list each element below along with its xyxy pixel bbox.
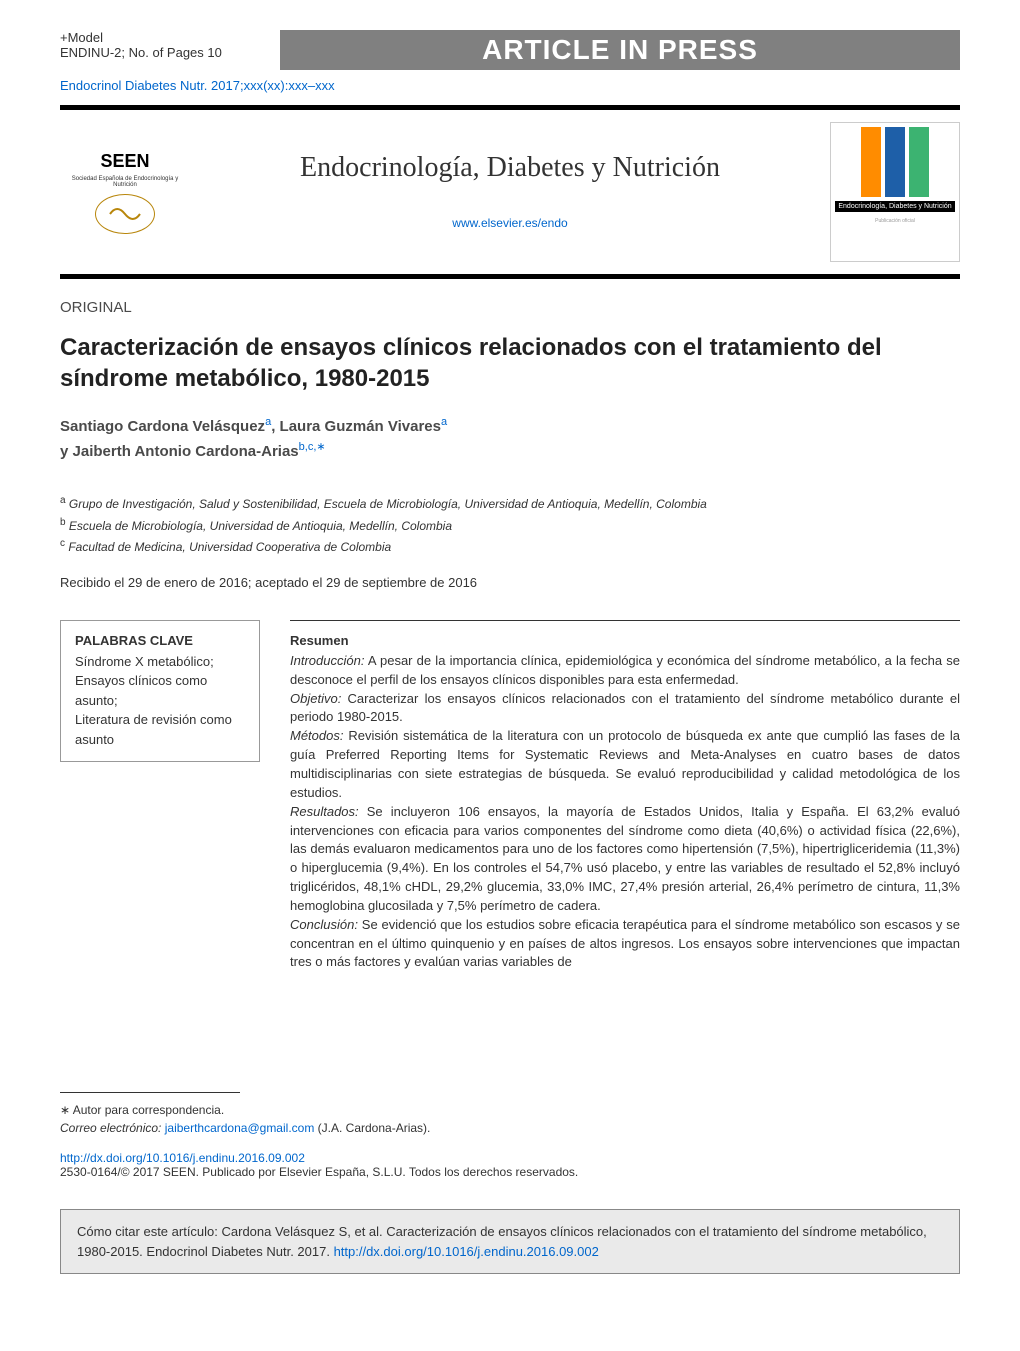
- footer-notes: ∗ Autor para correspondencia. Correo ele…: [60, 1101, 960, 1137]
- citation-pages: :xxx–xxx: [285, 78, 335, 93]
- abstract-intro-label: Introducción:: [290, 653, 364, 668]
- model-info: +Model ENDINU-2; No. of Pages 10: [60, 30, 260, 60]
- edn-bar-1: [861, 127, 881, 197]
- corresponding-email-line: Correo electrónico: jaiberthcardona@gmai…: [60, 1119, 960, 1137]
- journal-url-link[interactable]: www.elsevier.es/endo: [452, 216, 567, 230]
- abstract-obj-text: Caracterizar los ensayos clínicos relaci…: [290, 691, 960, 725]
- seen-subtitle: Sociedad Española de Endocrinología y Nu…: [60, 176, 190, 188]
- abstract-met-label: Métodos:: [290, 728, 343, 743]
- abstract-text: Introducción: A pesar de la importancia …: [290, 652, 960, 972]
- edn-cover-label: Endocrinología, Diabetes y Nutrición: [835, 201, 955, 212]
- abstract-container: PALABRAS CLAVE Síndrome X metabólico; En…: [60, 620, 960, 972]
- abstract-content: Resumen Introducción: A pesar de la impo…: [290, 620, 960, 972]
- seen-logo-text: SEEN: [100, 151, 149, 172]
- abstract-met-text: Revisión sistemática de la literatura co…: [290, 728, 960, 800]
- edn-cover-meta: Publicación oficial: [875, 218, 915, 224]
- abstract-obj-label: Objetivo:: [290, 691, 341, 706]
- citation-box: Cómo citar este artículo: Cardona Velásq…: [60, 1209, 960, 1274]
- keywords-title: PALABRAS CLAVE: [75, 633, 245, 648]
- author-3-affil: b,c,∗: [299, 441, 326, 453]
- affiliation-a-text: Grupo de Investigación, Salud y Sostenib…: [69, 497, 707, 511]
- affiliation-c-text: Facultad de Medicina, Universidad Cooper…: [68, 540, 391, 554]
- press-banner: ARTICLE IN PRESS: [280, 30, 960, 70]
- affiliations-block: a Grupo de Investigación, Salud y Sosten…: [60, 493, 960, 557]
- abstract-title: Resumen: [290, 633, 960, 648]
- author-1: Santiago Cardona Velásquez: [60, 418, 265, 435]
- author-line2-pre: y: [60, 443, 73, 460]
- email-label: Correo electrónico:: [60, 1121, 161, 1135]
- abstract-res-text: Se incluyeron 106 ensayos, la mayoría de…: [290, 804, 960, 913]
- article-title: Caracterización de ensayos clínicos rela…: [60, 332, 960, 394]
- affiliation-a: a Grupo de Investigación, Salud y Sosten…: [60, 493, 960, 514]
- edn-bar-2: [885, 127, 905, 197]
- model-line1: +Model: [60, 30, 260, 45]
- section-label: ORIGINAL: [60, 299, 960, 316]
- journal-header: SEEN Sociedad Española de Endocrinología…: [60, 105, 960, 279]
- author-3: Jaiberth Antonio Cardona-Arias: [73, 443, 299, 460]
- journal-title: Endocrinología, Diabetes y Nutrición: [190, 152, 830, 184]
- sed-logo-icon: [95, 194, 155, 234]
- journal-title-block: Endocrinología, Diabetes y Nutrición www…: [190, 152, 830, 232]
- article-dates: Recibido el 29 de enero de 2016; aceptad…: [60, 575, 960, 590]
- keywords-list: Síndrome X metabólico; Ensayos clínicos …: [75, 652, 245, 750]
- citation-top[interactable]: Endocrinol Diabetes Nutr. 2017;xxx(xx):x…: [60, 78, 960, 93]
- top-header: +Model ENDINU-2; No. of Pages 10 ARTICLE…: [60, 30, 960, 70]
- corresponding-author-label: ∗ Autor para correspondencia.: [60, 1101, 960, 1119]
- citation-box-doi-link[interactable]: http://dx.doi.org/10.1016/j.endinu.2016.…: [334, 1244, 599, 1259]
- author-2-affil: a: [441, 416, 447, 428]
- footer-separator: [60, 1092, 240, 1093]
- model-line2: ENDINU-2; No. of Pages 10: [60, 45, 260, 60]
- doi-link-text[interactable]: http://dx.doi.org/10.1016/j.endinu.2016.…: [60, 1151, 305, 1165]
- keywords-box: PALABRAS CLAVE Síndrome X metabólico; En…: [60, 620, 260, 763]
- citation-vol: xxx(xx): [244, 78, 285, 93]
- seen-logo-block: SEEN Sociedad Española de Endocrinología…: [60, 132, 190, 252]
- email-author: (J.A. Cardona-Arias).: [314, 1121, 430, 1135]
- abstract-con-text: Se evidenció que los estudios sobre efic…: [290, 917, 960, 970]
- abstract-res-label: Resultados:: [290, 804, 359, 819]
- author-2: Laura Guzmán Vivares: [280, 418, 441, 435]
- affiliation-b: b Escuela de Microbiología, Universidad …: [60, 515, 960, 536]
- copyright-line: 2530-0164/© 2017 SEEN. Publicado por Els…: [60, 1165, 960, 1179]
- affiliation-b-text: Escuela de Microbiología, Universidad de…: [69, 519, 452, 533]
- authors-block: Santiago Cardona Velásquez a, Laura Guzmá…: [60, 414, 960, 463]
- citation-journal: Endocrinol Diabetes Nutr. 2017;: [60, 78, 244, 93]
- edn-bars-icon: [861, 127, 929, 197]
- abstract-con-label: Conclusión:: [290, 917, 358, 932]
- edn-cover-thumbnail: Endocrinología, Diabetes y Nutrición Pub…: [830, 122, 960, 262]
- email-link[interactable]: jaiberthcardona@gmail.com: [165, 1121, 315, 1135]
- doi-link[interactable]: http://dx.doi.org/10.1016/j.endinu.2016.…: [60, 1151, 960, 1165]
- edn-bar-3: [909, 127, 929, 197]
- abstract-intro-text: A pesar de la importancia clínica, epide…: [290, 653, 960, 687]
- affiliation-c: c Facultad de Medicina, Universidad Coop…: [60, 536, 960, 557]
- author-sep1: ,: [271, 418, 279, 435]
